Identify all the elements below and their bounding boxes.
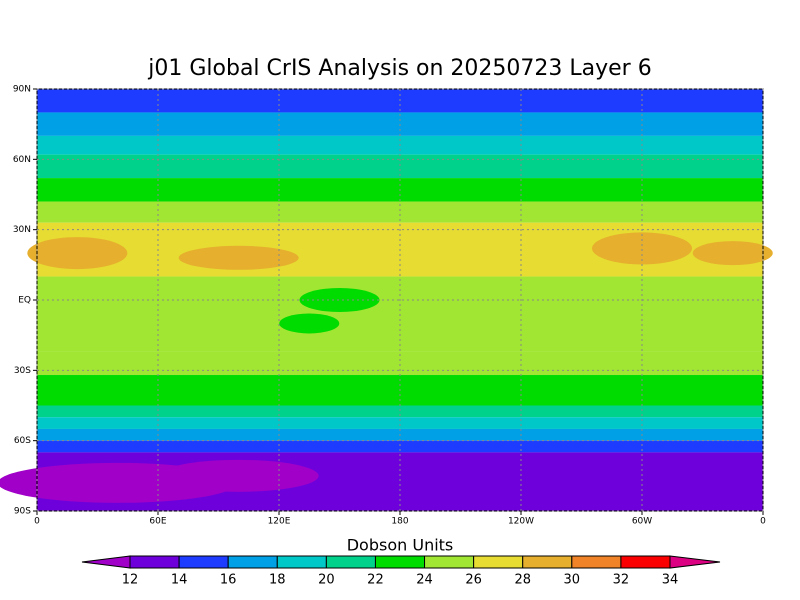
field-patch xyxy=(299,288,380,312)
x-tick-label: 180 xyxy=(391,517,408,527)
colorbar-label: 22 xyxy=(367,573,384,588)
field xyxy=(0,89,773,511)
colorbar-label: 12 xyxy=(122,573,139,588)
field-patch xyxy=(27,237,128,270)
colorbar-swatch xyxy=(473,555,524,569)
y-tick-label: 60N xyxy=(13,155,31,165)
colorbar-label: 34 xyxy=(662,573,679,588)
y-tick-label: 30N xyxy=(13,225,31,235)
colorbar-swatch xyxy=(129,555,180,569)
colorbar-low xyxy=(81,555,131,569)
colorbar-swatch xyxy=(374,555,426,569)
colorbar-label: 28 xyxy=(514,573,531,588)
colorbar-label: 30 xyxy=(564,573,581,588)
field-band xyxy=(37,351,763,376)
field-patch xyxy=(592,232,692,265)
field-patch xyxy=(158,459,319,492)
field-patch xyxy=(692,241,773,266)
colorbar-swatch xyxy=(620,555,671,569)
field-patch xyxy=(178,245,299,270)
x-tick-label: 60E xyxy=(149,517,166,527)
colorbar-swatch xyxy=(522,555,573,569)
y-tick-label: 90S xyxy=(14,507,31,517)
colorbar-label: 14 xyxy=(171,573,188,588)
colorbar-swatch xyxy=(276,555,327,569)
field-band xyxy=(37,154,763,179)
x-tick-label: 120W xyxy=(508,517,534,527)
colorbar-swatch xyxy=(227,555,278,569)
x-tick-label: 60W xyxy=(632,517,652,527)
colorbar-swatch xyxy=(325,555,376,569)
field-patch xyxy=(279,313,340,334)
colorbar-label: 20 xyxy=(318,573,335,588)
colorbar-high xyxy=(669,555,721,569)
x-tick-label: 0 xyxy=(760,517,766,527)
colorbar-label: 32 xyxy=(613,573,630,588)
field-band xyxy=(37,417,763,429)
field-band xyxy=(37,440,763,453)
colorbar-label: 16 xyxy=(220,573,237,588)
colorbar-swatch xyxy=(178,555,229,569)
colorbar-title: Dobson Units xyxy=(347,536,454,555)
y-tick-label: 90N xyxy=(13,85,31,95)
colorbar-label: 24 xyxy=(416,573,433,588)
y-tick-label: 30S xyxy=(14,366,31,376)
y-tick-label: 60S xyxy=(14,436,31,446)
x-tick-label: 120E xyxy=(268,517,291,527)
colorbar-swatch xyxy=(424,555,475,569)
x-tick-label: 0 xyxy=(34,517,40,527)
field-band xyxy=(37,405,763,418)
colorbar-label: 26 xyxy=(465,573,482,588)
colorbar-swatch xyxy=(571,555,622,569)
colorbar-label: 18 xyxy=(269,573,286,588)
field-band xyxy=(37,201,763,223)
y-tick-label: EQ xyxy=(18,296,31,306)
map-title: j01 Global CrIS Analysis on 20250723 Lay… xyxy=(147,56,651,81)
